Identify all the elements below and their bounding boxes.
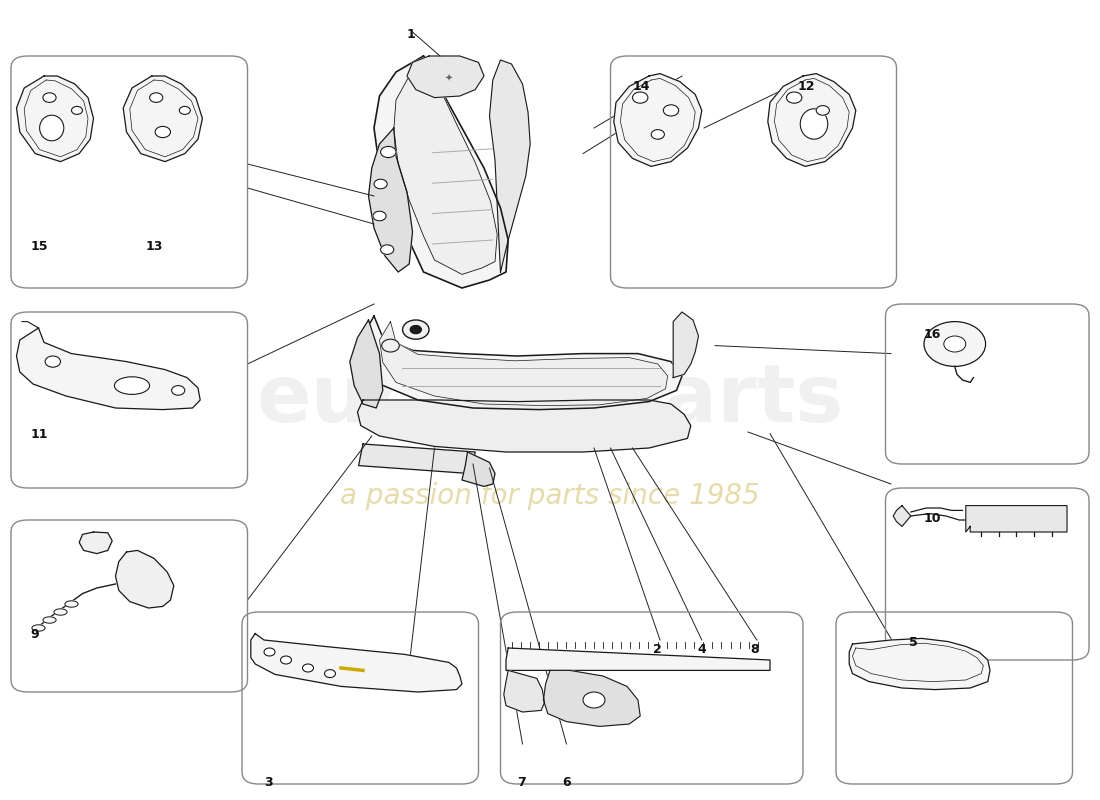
Circle shape	[786, 92, 802, 103]
Polygon shape	[768, 74, 856, 166]
Ellipse shape	[54, 609, 67, 615]
Circle shape	[663, 105, 679, 116]
Text: 10: 10	[924, 512, 942, 525]
Text: 1: 1	[407, 28, 416, 41]
Polygon shape	[379, 322, 668, 406]
Text: 13: 13	[145, 240, 163, 253]
Polygon shape	[368, 128, 412, 272]
Circle shape	[381, 146, 396, 158]
Ellipse shape	[801, 109, 827, 139]
Ellipse shape	[65, 601, 78, 607]
Polygon shape	[966, 506, 1067, 532]
Polygon shape	[251, 634, 462, 692]
Polygon shape	[506, 648, 770, 670]
Circle shape	[381, 245, 394, 254]
Text: ✦: ✦	[444, 74, 453, 83]
Polygon shape	[350, 320, 383, 408]
Circle shape	[382, 339, 399, 352]
Text: 14: 14	[632, 80, 650, 93]
Text: a passion for parts since 1985: a passion for parts since 1985	[340, 482, 760, 510]
Polygon shape	[123, 76, 202, 162]
Polygon shape	[359, 444, 475, 474]
Text: 12: 12	[798, 80, 815, 93]
Polygon shape	[407, 56, 484, 98]
Polygon shape	[16, 76, 94, 162]
Polygon shape	[394, 60, 497, 274]
Circle shape	[264, 648, 275, 656]
Text: 9: 9	[31, 628, 40, 641]
Text: 15: 15	[31, 240, 48, 253]
Polygon shape	[893, 506, 911, 526]
Circle shape	[43, 93, 56, 102]
Circle shape	[651, 130, 664, 139]
Circle shape	[924, 322, 986, 366]
Circle shape	[944, 336, 966, 352]
Polygon shape	[543, 670, 640, 726]
Polygon shape	[462, 452, 495, 486]
Text: 7: 7	[517, 776, 526, 789]
Ellipse shape	[114, 377, 150, 394]
Polygon shape	[363, 316, 682, 410]
Circle shape	[172, 386, 185, 395]
Polygon shape	[673, 312, 698, 378]
Polygon shape	[504, 670, 544, 712]
Circle shape	[150, 93, 163, 102]
Text: 11: 11	[31, 428, 48, 441]
Circle shape	[583, 692, 605, 708]
Ellipse shape	[40, 115, 64, 141]
Circle shape	[816, 106, 829, 115]
Polygon shape	[374, 56, 508, 288]
Circle shape	[403, 320, 429, 339]
Circle shape	[280, 656, 292, 664]
Circle shape	[373, 211, 386, 221]
Circle shape	[72, 106, 82, 114]
Text: eurocarparts: eurocarparts	[256, 361, 844, 439]
Text: 5: 5	[909, 636, 917, 649]
Circle shape	[374, 179, 387, 189]
Polygon shape	[358, 400, 691, 452]
Polygon shape	[79, 532, 112, 554]
Text: 4: 4	[697, 643, 706, 656]
Polygon shape	[490, 60, 530, 272]
Ellipse shape	[43, 617, 56, 623]
Text: 3: 3	[264, 776, 273, 789]
Circle shape	[410, 326, 421, 334]
Circle shape	[155, 126, 170, 138]
Circle shape	[632, 92, 648, 103]
Circle shape	[324, 670, 336, 678]
Text: 8: 8	[750, 643, 759, 656]
Text: 16: 16	[924, 328, 942, 341]
Polygon shape	[16, 328, 200, 410]
Ellipse shape	[32, 625, 45, 631]
Circle shape	[45, 356, 60, 367]
Polygon shape	[849, 638, 990, 690]
Text: 6: 6	[562, 776, 571, 789]
Polygon shape	[116, 550, 174, 608]
Circle shape	[302, 664, 313, 672]
Polygon shape	[614, 74, 702, 166]
Circle shape	[179, 106, 190, 114]
Text: 2: 2	[653, 643, 662, 656]
